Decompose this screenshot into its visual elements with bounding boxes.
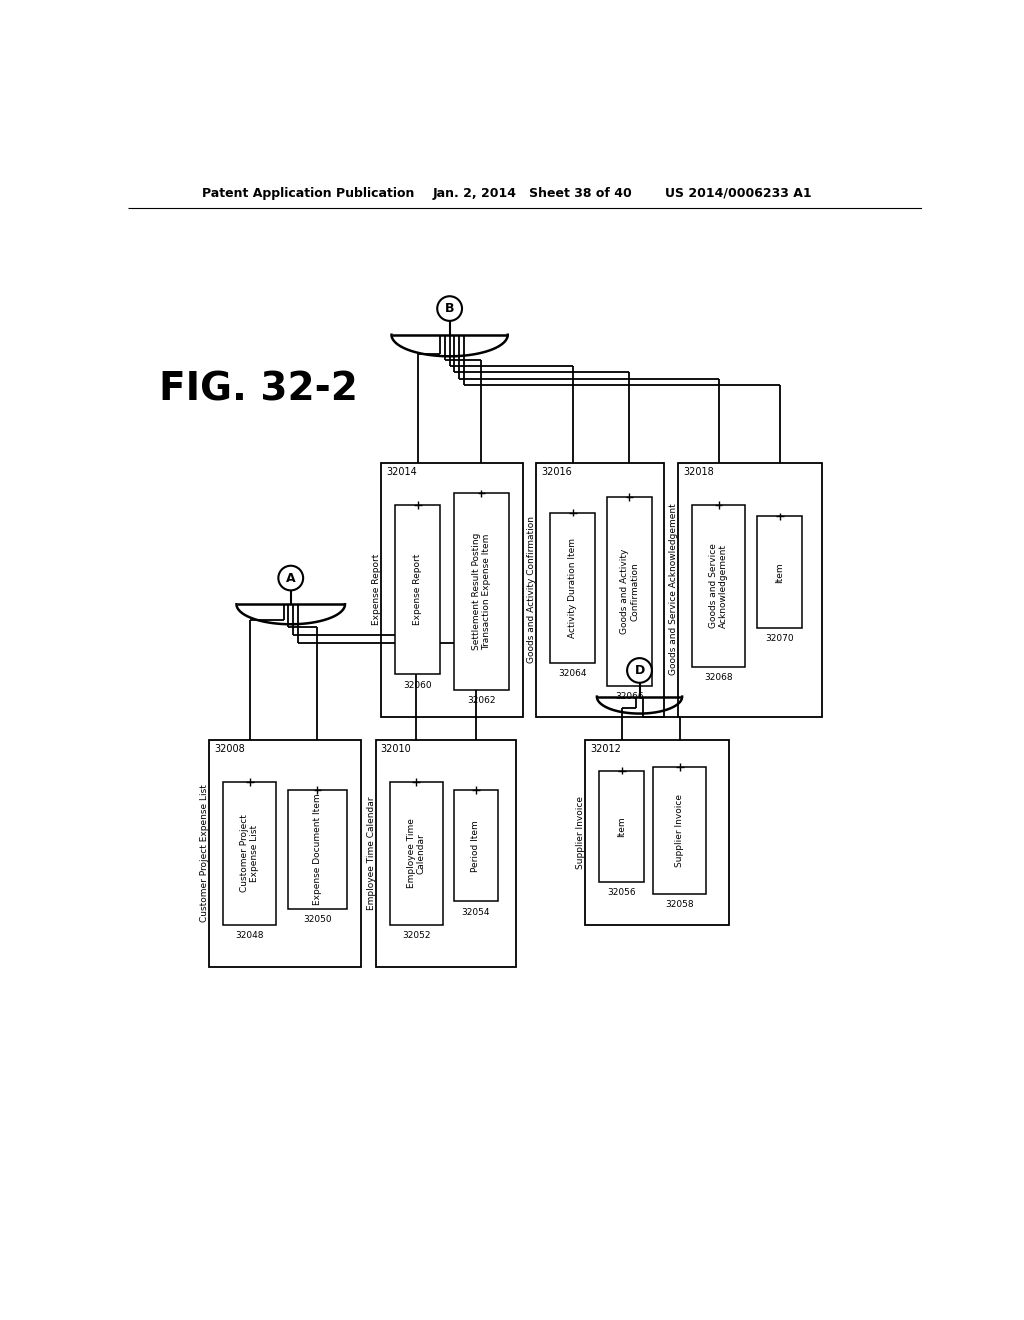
Bar xyxy=(454,789,499,902)
Text: Goods and Activity
Confirmation: Goods and Activity Confirmation xyxy=(620,549,639,634)
Text: Employee Time Calendar: Employee Time Calendar xyxy=(367,796,376,909)
Text: Goods and Service Acknowledgement: Goods and Service Acknowledgement xyxy=(669,504,678,676)
Text: Goods and Service
Acknowledgement: Goods and Service Acknowledgement xyxy=(709,544,728,628)
Bar xyxy=(381,462,523,717)
Bar xyxy=(376,739,515,966)
Text: 32068: 32068 xyxy=(705,673,733,682)
Text: A: A xyxy=(286,572,296,585)
Bar xyxy=(209,739,360,966)
Bar xyxy=(223,781,276,924)
Text: 32050: 32050 xyxy=(303,916,332,924)
Text: D: D xyxy=(635,664,645,677)
Text: 32066: 32066 xyxy=(615,692,644,701)
Text: Expense Report: Expense Report xyxy=(414,554,422,626)
Text: 32056: 32056 xyxy=(607,888,636,898)
Text: 32060: 32060 xyxy=(403,681,432,689)
Text: Activity Duration Item: Activity Duration Item xyxy=(568,537,578,638)
Text: 32058: 32058 xyxy=(666,900,694,909)
Text: Employee Time
Calendar: Employee Time Calendar xyxy=(407,818,426,888)
Text: Settlement Result Posting
Transaction Expense Item: Settlement Result Posting Transaction Ex… xyxy=(472,533,492,651)
Text: 32064: 32064 xyxy=(559,669,587,678)
Text: 32054: 32054 xyxy=(462,908,490,916)
Bar xyxy=(653,767,707,894)
Text: Customer Project
Expense List: Customer Project Expense List xyxy=(240,814,259,892)
Text: 32070: 32070 xyxy=(766,635,794,643)
Text: Item: Item xyxy=(775,562,784,582)
Bar xyxy=(289,789,346,909)
Bar xyxy=(758,516,802,628)
Bar xyxy=(537,462,665,717)
Text: 32014: 32014 xyxy=(386,467,417,477)
Bar xyxy=(390,781,442,924)
Text: FIG. 32-2: FIG. 32-2 xyxy=(159,371,357,408)
Bar xyxy=(550,512,595,663)
Bar xyxy=(678,462,821,717)
Text: 32016: 32016 xyxy=(541,467,571,477)
Bar xyxy=(586,739,729,924)
Bar xyxy=(599,771,644,882)
Bar xyxy=(692,506,744,667)
Text: Period Item: Period Item xyxy=(471,820,480,871)
Text: 32062: 32062 xyxy=(467,696,496,705)
Text: Goods and Activity Confirmation: Goods and Activity Confirmation xyxy=(527,516,537,663)
Text: 32052: 32052 xyxy=(402,931,430,940)
Bar xyxy=(395,506,440,675)
Text: US 2014/0006233 A1: US 2014/0006233 A1 xyxy=(665,186,812,199)
Text: 32012: 32012 xyxy=(590,744,621,754)
Bar xyxy=(454,494,509,689)
Text: Jan. 2, 2014   Sheet 38 of 40: Jan. 2, 2014 Sheet 38 of 40 xyxy=(432,186,633,199)
Text: 32010: 32010 xyxy=(381,744,412,754)
Text: Expense Report: Expense Report xyxy=(373,554,381,626)
Text: B: B xyxy=(444,302,455,315)
Text: 32008: 32008 xyxy=(214,744,245,754)
Text: Supplier Invoice: Supplier Invoice xyxy=(577,796,585,869)
Text: Expense Document Item: Expense Document Item xyxy=(313,793,322,906)
Text: 32048: 32048 xyxy=(236,931,264,940)
Text: Customer Project Expense List: Customer Project Expense List xyxy=(201,784,209,923)
Text: Patent Application Publication: Patent Application Publication xyxy=(202,186,414,199)
Text: 32018: 32018 xyxy=(683,467,714,477)
Bar xyxy=(607,498,652,686)
Text: Item: Item xyxy=(617,816,626,837)
Text: Supplier Invoice: Supplier Invoice xyxy=(675,793,684,867)
